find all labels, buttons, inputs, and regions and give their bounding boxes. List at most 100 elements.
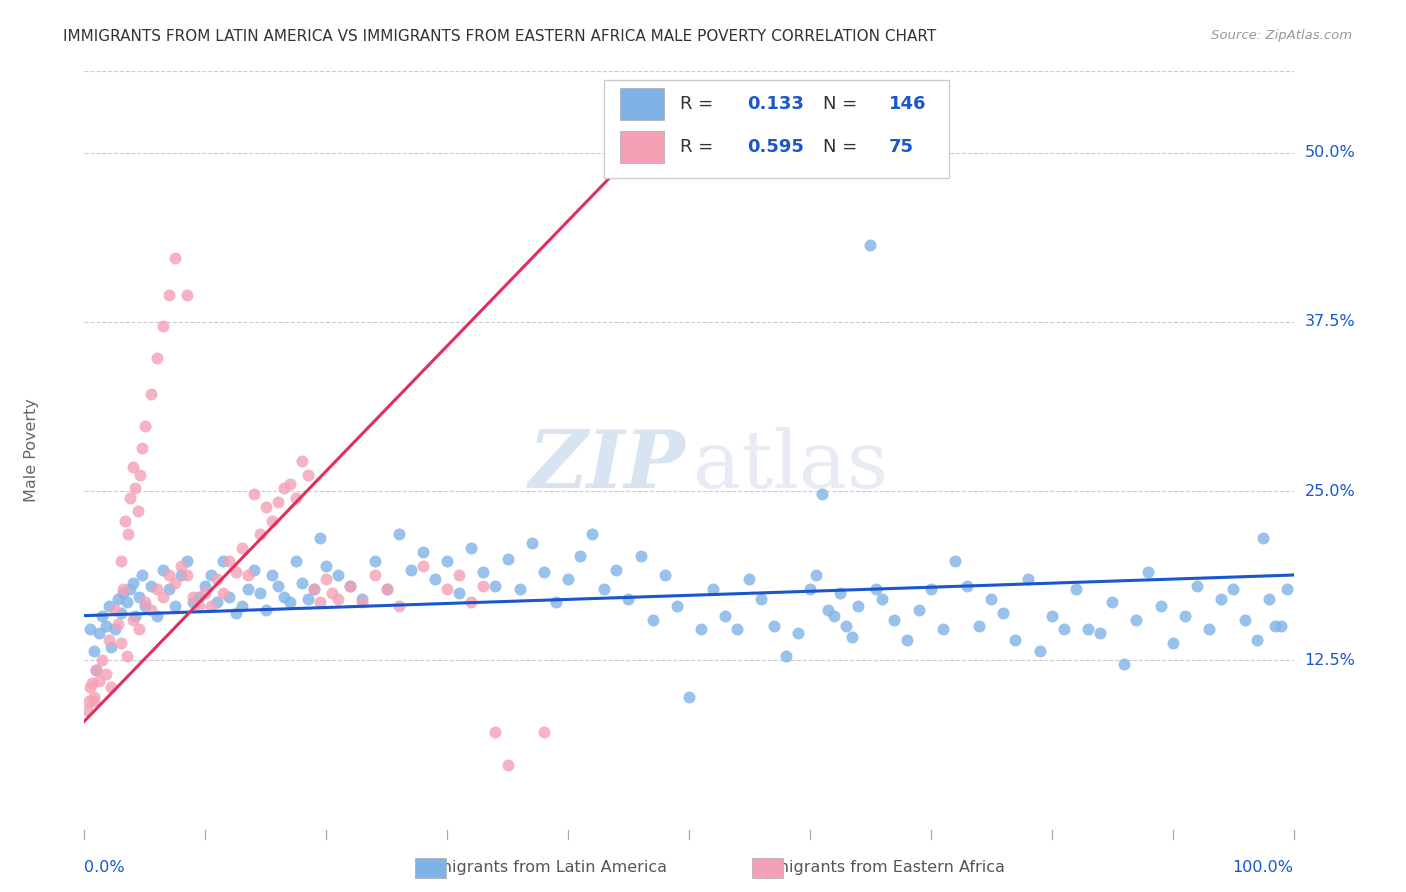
Point [363,568,385,582]
Point [134,419,156,434]
Point [291,454,314,468]
Point [200,568,222,582]
Point [1258,592,1281,607]
Point [249,585,271,599]
Point [100,681,122,695]
Point [200,599,222,614]
Point [120,582,142,596]
Point [449,585,471,599]
Point [533,566,555,580]
Point [775,649,797,664]
Point [181,590,204,604]
Text: 75: 75 [889,138,914,156]
Point [593,582,616,596]
Point [339,579,361,593]
Point [956,579,979,593]
Point [980,592,1002,607]
Point [1253,532,1275,546]
Text: IMMIGRANTS FROM LATIN AMERICA VS IMMIGRANTS FROM EASTERN AFRICA MALE POVERTY COR: IMMIGRANTS FROM LATIN AMERICA VS IMMIGRA… [63,29,936,45]
Point [100,640,122,654]
Point [97,633,120,648]
Point [121,459,143,474]
Point [139,603,162,617]
Point [1246,633,1268,648]
Point [117,527,139,541]
Point [841,630,863,644]
Point [121,576,143,591]
Point [581,527,603,541]
Point [242,563,264,577]
Point [309,532,332,546]
Point [496,757,519,772]
Point [146,582,169,596]
Text: N =: N = [823,95,863,113]
Point [1174,608,1197,623]
Point [423,572,446,586]
Point [131,441,153,455]
Point [94,666,117,681]
Point [1209,592,1232,607]
Point [194,579,217,593]
Point [278,477,301,491]
Point [157,287,180,301]
Point [811,487,834,501]
Point [79,622,101,636]
Point [557,572,579,586]
Point [129,467,152,482]
Point [284,491,308,505]
Point [236,568,259,582]
Point [714,608,737,623]
Point [375,582,398,596]
Point [254,500,277,515]
Point [484,579,506,593]
Point [225,606,247,620]
Text: ZIP: ZIP [529,427,685,504]
Point [91,608,114,623]
Text: 37.5%: 37.5% [1305,314,1355,329]
Text: atlas: atlas [693,426,887,505]
Text: Source: ZipAtlas.com: Source: ZipAtlas.com [1212,29,1353,43]
Point [79,681,101,695]
Point [352,592,374,607]
Point [460,541,482,555]
Point [1270,619,1292,633]
Point [309,595,332,609]
Point [87,626,110,640]
Point [786,626,808,640]
Point [472,579,495,593]
Point [260,514,283,528]
Point [146,608,169,623]
Point [725,622,748,636]
Point [188,590,211,604]
Point [1077,622,1099,636]
Point [134,599,156,614]
Point [1040,608,1063,623]
Point [823,608,845,623]
Point [328,592,350,607]
Point [375,582,398,596]
Point [321,585,343,599]
Point [124,482,146,496]
Point [236,582,259,596]
Point [284,554,308,568]
Point [751,592,773,607]
Point [920,582,942,596]
Point [412,545,434,559]
Point [302,582,325,596]
Point [121,613,143,627]
Point [1064,582,1087,596]
Point [110,606,132,620]
Point [569,549,592,563]
Text: Immigrants from Eastern Africa: Immigrants from Eastern Africa [752,860,1005,874]
Point [436,582,458,596]
Point [830,585,852,599]
Point [97,599,120,614]
Point [139,579,162,593]
Point [678,690,700,704]
Point [165,251,187,265]
Point [484,725,506,739]
Point [127,504,149,518]
Point [77,694,100,708]
Point [799,582,821,596]
FancyBboxPatch shape [605,80,949,178]
